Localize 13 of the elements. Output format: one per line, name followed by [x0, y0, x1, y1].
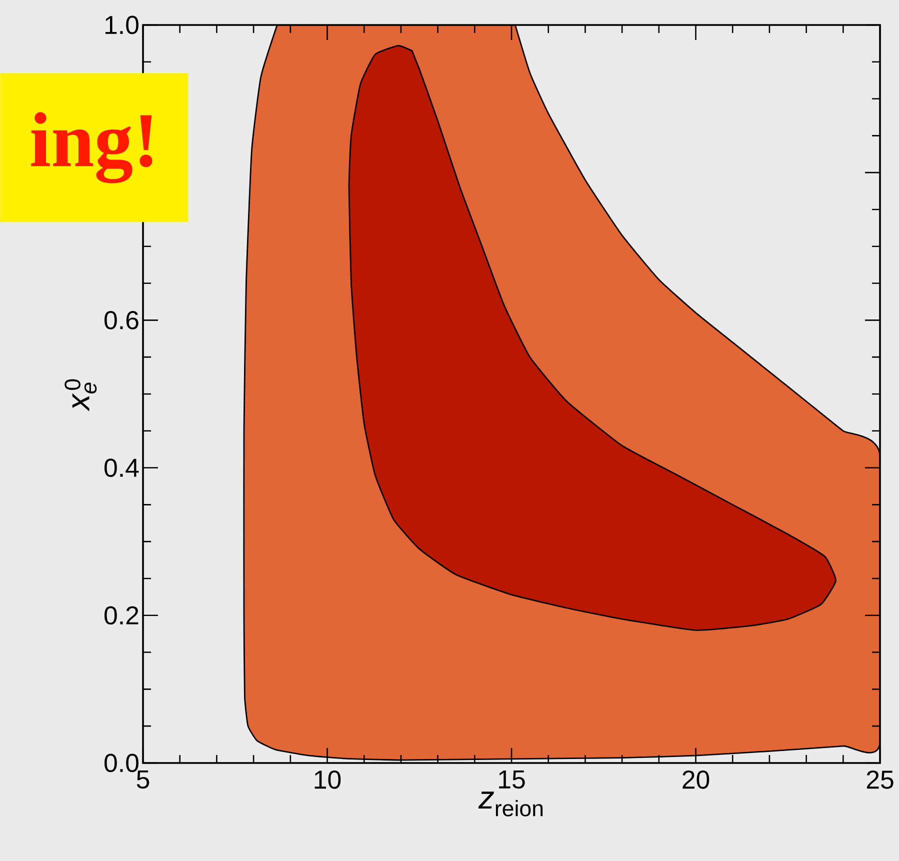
y-tick-label: 0.4: [104, 458, 139, 477]
x-tick-label: 15: [499, 770, 525, 789]
annotation: ing!: [31, 112, 152, 184]
x-tick-label: 10: [314, 770, 341, 789]
y-axis-title: $\textit{x}_{\textit{e}}^{\,\textrm{0}}$: [64, 379, 97, 412]
y-tick-label: 1.0: [105, 16, 138, 34]
x-axis-title: $\textit{z}_{\textrm{reion}}$: [478, 792, 543, 816]
y-tick-label: 0.6: [104, 311, 138, 330]
y-tick-label: 0.2: [104, 606, 138, 625]
x-tick-label: 5: [136, 770, 150, 789]
x-tick-label: 20: [682, 770, 710, 789]
y-tick-label: 0.0: [104, 754, 138, 772]
x-tick-label: 25: [866, 770, 894, 789]
